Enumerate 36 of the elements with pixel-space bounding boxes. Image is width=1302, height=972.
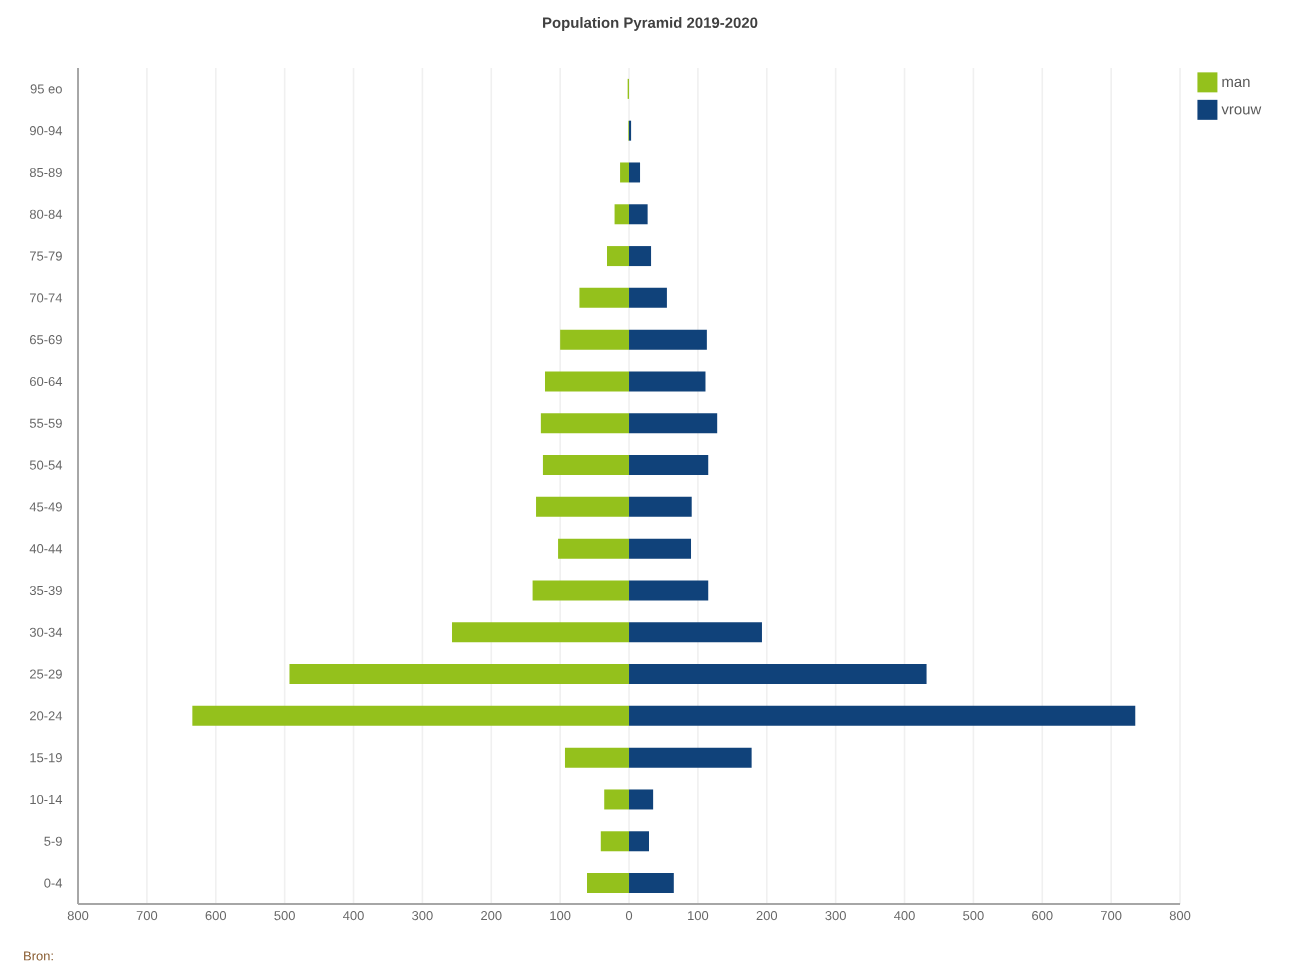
bar [606,246,630,267]
bar [629,371,706,392]
bar [542,455,630,476]
bar [629,455,709,476]
bar [629,705,1136,726]
bar [629,204,648,225]
bar [629,287,667,308]
bar [620,162,630,183]
bar [614,204,630,225]
bar [192,705,630,726]
bar [629,622,762,643]
bar [629,831,649,852]
bar [545,371,630,392]
bar [629,496,692,517]
bar [532,580,630,601]
bar [558,538,630,559]
bar [579,287,630,308]
bar [452,622,630,643]
bar [536,496,630,517]
bar [587,873,630,894]
bar [629,747,752,768]
bar [629,413,718,434]
bar [560,329,630,350]
bar [629,580,709,601]
bar [629,538,692,559]
bar [540,413,630,434]
bar [629,873,674,894]
bar [629,329,707,350]
bar [604,789,630,810]
bar [629,162,641,183]
bar [564,747,630,768]
bar [629,246,652,267]
bar [289,664,630,685]
bar [600,831,630,852]
bar [629,789,654,810]
bar [629,664,927,685]
